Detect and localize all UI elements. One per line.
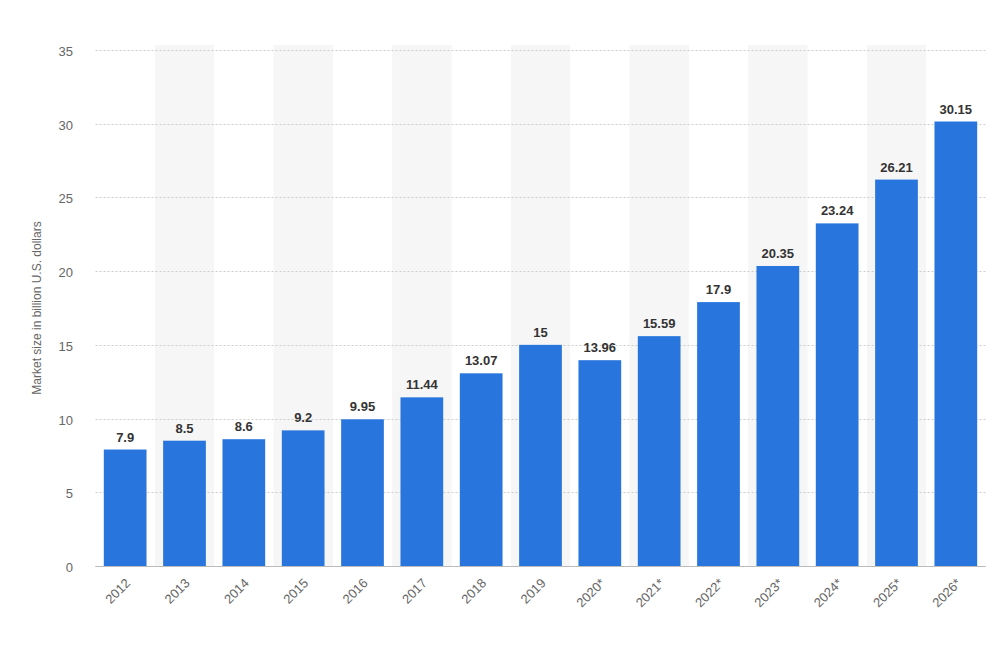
data-label: 26.21: [880, 160, 913, 175]
column-band: [511, 45, 570, 566]
x-tick-label: 2023*: [751, 576, 786, 611]
bar: [638, 336, 681, 566]
bar: [934, 122, 977, 566]
data-label: 11.44: [406, 377, 439, 392]
y-tick-label: 0: [66, 560, 73, 575]
data-label: 9.2: [294, 410, 312, 425]
x-tick-label: 2026*: [929, 576, 964, 611]
x-tick-label: 2015: [280, 576, 311, 607]
bar: [104, 450, 147, 566]
bar: [519, 345, 562, 566]
chart: 0 5 10 15 20 25 30 35 Market size in billion U.S…: [0, 0, 1000, 655]
data-label: 15: [533, 325, 547, 340]
x-tick-label: 2012: [102, 576, 133, 607]
x-tick-label: 2024*: [811, 576, 846, 611]
y-tick-label: 10: [59, 413, 73, 428]
bar: [816, 223, 859, 566]
page: {"chart_data": {"type": "bar", "y_label"…: [0, 0, 1000, 655]
x-tick-label: 2013: [162, 576, 193, 607]
y-tick-label: 30: [59, 118, 73, 133]
data-label: 8.6: [235, 419, 253, 434]
grid-line: [96, 50, 986, 51]
x-axis: 2012 2013 2014 2015 2016 2017 2018 2019 2020* 202…: [102, 576, 964, 611]
bar: [222, 439, 265, 566]
bars: [104, 122, 977, 566]
bar: [875, 180, 918, 566]
data-label: 13.96: [584, 340, 617, 355]
data-labels: 7.9 8.5 8.6 9.2 9.95 11.44 13.07 15 13.96 15.59 17…: [116, 102, 972, 445]
column-band: [155, 45, 214, 566]
grid: [96, 51, 986, 567]
column-band: [867, 45, 926, 566]
bar: [460, 373, 503, 566]
bar: [578, 360, 621, 566]
data-label: 13.07: [465, 353, 498, 368]
data-label: 8.5: [175, 421, 193, 436]
data-label: 30.15: [940, 102, 973, 117]
x-tick-label: 2022*: [692, 576, 727, 611]
x-tick-label: 2017: [399, 576, 430, 607]
y-axis: 0 5 10 15 20 25 30 35: [59, 44, 73, 575]
bar: [400, 397, 443, 566]
y-tick-label: 35: [59, 44, 73, 59]
data-label: 7.9: [116, 430, 134, 445]
x-tick-label: 2018: [458, 576, 489, 607]
data-label: 15.59: [643, 316, 676, 331]
y-tick-label: 15: [59, 339, 73, 354]
data-label: 9.95: [350, 399, 375, 414]
data-label: 20.35: [762, 246, 795, 261]
x-tick-label: 2016: [340, 576, 371, 607]
bar: [163, 441, 206, 566]
grid-line: [96, 124, 986, 125]
x-axis-line: [96, 566, 986, 567]
data-label: 23.24: [821, 203, 854, 218]
column-band: [392, 45, 451, 566]
column-band: [630, 45, 689, 566]
x-tick-label: 2020*: [573, 576, 608, 611]
x-tick-label: 2021*: [633, 576, 668, 611]
column-band: [748, 45, 807, 566]
column-band: [274, 45, 333, 566]
data-label: 17.9: [706, 282, 731, 297]
y-tick-label: 25: [59, 191, 73, 206]
bar: [282, 430, 325, 566]
x-tick-label: 2025*: [870, 576, 905, 611]
bar: [697, 302, 740, 566]
column-bands: [155, 45, 926, 566]
grid-line: [96, 566, 986, 567]
x-tick-label: 2014: [221, 576, 252, 607]
grid-line: [96, 197, 986, 198]
bar: [756, 266, 799, 566]
y-tick-label: 20: [59, 265, 73, 280]
y-axis-title: Market size in billion U.S. dollars: [30, 221, 44, 394]
y-tick-label: 5: [66, 486, 73, 501]
x-tick-label: 2019: [518, 576, 549, 607]
bar: [341, 419, 384, 566]
